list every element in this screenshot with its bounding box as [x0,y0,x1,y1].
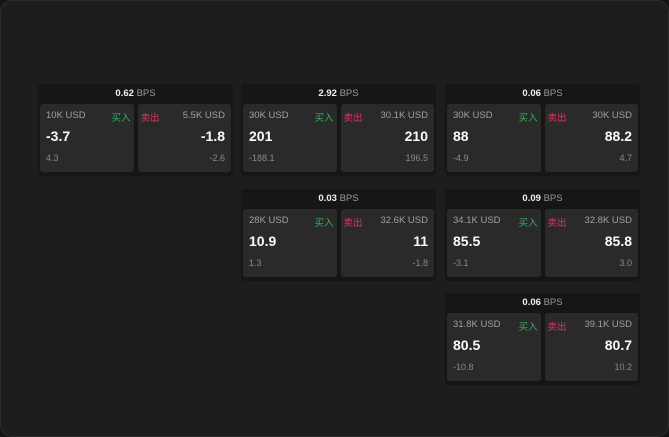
sell-cell[interactable]: 卖出 5.5K USD -1.8 -2.6 [137,104,231,172]
sell-size: 5.5K USD [182,110,225,121]
sell-change: 4.7 [619,153,632,163]
buy-cell[interactable]: 28K USD 买入 10.9 1.3 [243,209,337,277]
sell-size: 30K USD [592,110,632,121]
spread-value: 0.06 [522,88,541,99]
buy-price: 85.5 [453,233,481,249]
buy-size: 30K USD [453,110,493,121]
buy-label: 买入 [518,322,538,333]
sell-change: 196.5 [405,153,428,163]
buy-label: 买入 [111,113,131,124]
buy-change: 4.3 [46,153,59,163]
sell-cell[interactable]: 卖出 30.1K USD 210 196.5 [340,104,434,172]
buy-label: 买入 [314,113,334,124]
sell-cell[interactable]: 卖出 39.1K USD 80.7 10.2 [544,313,638,381]
sell-change: -1.8 [412,258,428,268]
buy-size: 28K USD [249,215,289,226]
spread-unit: BPS [543,297,563,308]
sell-label: 卖出 [547,113,567,124]
sell-price: 210 [404,128,428,144]
sell-price: -1.8 [200,128,225,144]
sell-cell[interactable]: 卖出 32.6K USD 11 -1.8 [340,209,434,277]
buy-cell[interactable]: 34.1K USD 买入 85.5 -3.1 [447,209,541,277]
quote-card: 0.06 BPS 31.8K USD 买入 80.5 -10.8 卖出 39.1… [445,293,640,385]
spread-value: 0.62 [115,88,134,99]
buy-change: 1.3 [249,258,262,268]
buy-price: -3.7 [46,128,71,144]
spread-value: 0.06 [522,297,541,308]
quote-card: 0.09 BPS 34.1K USD 买入 85.5 -3.1 卖出 32.8K… [445,189,640,281]
buy-change: -4.9 [453,153,469,163]
buy-size: 30K USD [249,110,289,121]
quote-card: 2.92 BPS 30K USD 买入 201 -188.1 卖出 30.1K … [241,84,436,176]
spread-header: 0.06 BPS [445,293,640,313]
sell-price: 85.8 [604,233,632,249]
buy-price: 201 [249,128,273,144]
buy-change: -10.8 [453,362,474,372]
spread-header: 0.09 BPS [445,189,640,209]
sell-size: 32.6K USD [380,215,428,226]
quote-card: 0.03 BPS 28K USD 买入 10.9 1.3 卖出 32.6K US… [241,189,436,281]
buy-change: -3.1 [453,258,469,268]
sell-change: 10.2 [614,362,632,372]
sell-size: 30.1K USD [380,110,428,121]
sell-size: 32.8K USD [584,215,632,226]
buy-label: 买入 [518,113,538,124]
spread-unit: BPS [339,88,359,99]
buy-price: 10.9 [249,233,277,249]
buy-size: 10K USD [46,110,86,121]
spread-header: 2.92 BPS [241,84,436,104]
spread-unit: BPS [136,88,156,99]
buy-price: 80.5 [453,337,481,353]
buy-cell[interactable]: 31.8K USD 买入 80.5 -10.8 [447,313,541,381]
buy-cell[interactable]: 30K USD 买入 88 -4.9 [447,104,541,172]
spread-header: 0.03 BPS [241,189,436,209]
buy-size: 34.1K USD [453,215,501,226]
spread-unit: BPS [543,88,563,99]
sell-label: 卖出 [140,113,160,124]
sell-cell[interactable]: 卖出 32.8K USD 85.8 3.0 [544,209,638,277]
buy-cell[interactable]: 10K USD 买入 -3.7 4.3 [40,104,134,172]
spread-header: 0.06 BPS [445,84,640,104]
buy-price: 88 [453,128,469,144]
sell-price: 88.2 [604,128,632,144]
spread-unit: BPS [543,193,563,204]
buy-label: 买入 [314,218,334,229]
sell-change: -2.6 [209,153,225,163]
sell-price: 80.7 [604,337,632,353]
sell-label: 卖出 [343,218,363,229]
buy-cell[interactable]: 30K USD 买入 201 -188.1 [243,104,337,172]
sell-label: 卖出 [547,218,567,229]
spread-value: 2.92 [318,88,337,99]
sell-cell[interactable]: 卖出 30K USD 88.2 4.7 [544,104,638,172]
buy-change: -188.1 [249,153,275,163]
spread-unit: BPS [339,193,359,204]
spread-header: 0.62 BPS [38,84,233,104]
quote-card: 0.62 BPS 10K USD 买入 -3.7 4.3 卖出 5.5K USD… [38,84,233,176]
sell-price: 11 [413,233,428,249]
sell-label: 卖出 [343,113,363,124]
buy-size: 31.8K USD [453,319,501,330]
sell-size: 39.1K USD [584,319,632,330]
sell-label: 卖出 [547,322,567,333]
sell-change: 3.0 [619,258,632,268]
spread-value: 0.03 [318,193,337,204]
quote-card: 0.06 BPS 30K USD 买入 88 -4.9 卖出 30K USD 8… [445,84,640,176]
spread-value: 0.09 [522,193,541,204]
buy-label: 买入 [518,218,538,229]
